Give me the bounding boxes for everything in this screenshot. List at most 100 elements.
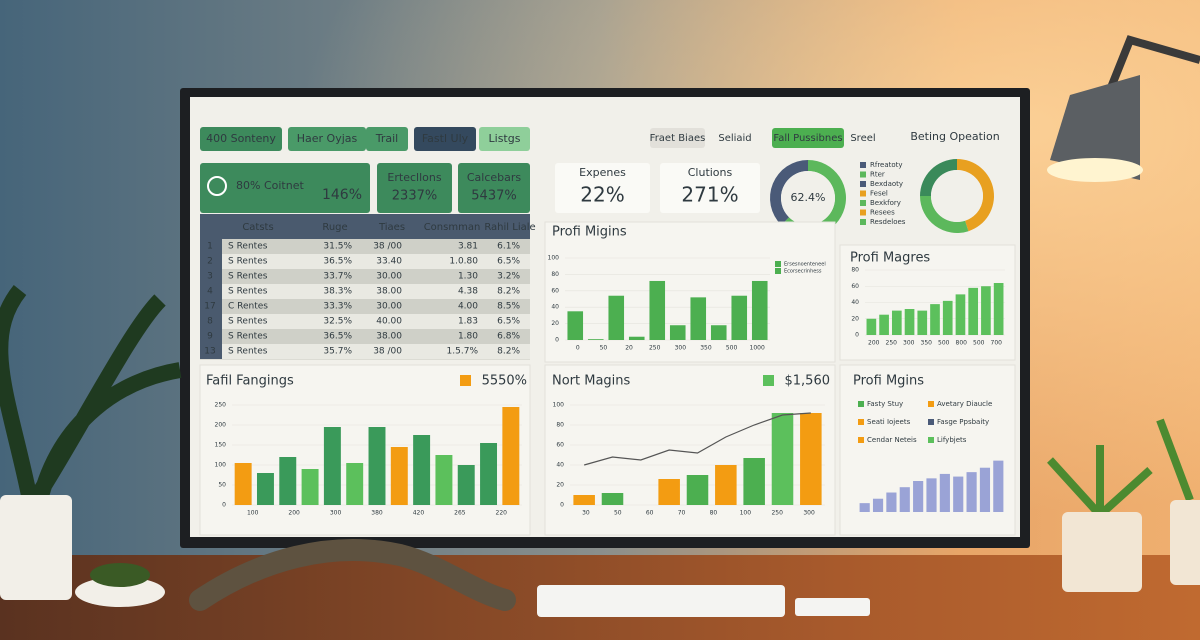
tablet bbox=[795, 598, 870, 616]
tab[interactable] bbox=[200, 127, 282, 151]
table-cell: 1.30 bbox=[458, 272, 478, 282]
kpi-value: 22% bbox=[580, 183, 624, 207]
x-tick-label: 200 bbox=[288, 510, 300, 517]
tab[interactable] bbox=[414, 127, 476, 151]
tab[interactable] bbox=[479, 127, 530, 151]
kpi-card bbox=[458, 163, 530, 213]
table-cell: 30.00 bbox=[376, 302, 402, 312]
legend-swatch bbox=[858, 401, 864, 407]
y-tick-label: 20 bbox=[556, 482, 564, 489]
tab-label: 400 Sonteny bbox=[206, 132, 276, 145]
kpi-value: 5437% bbox=[471, 189, 516, 204]
lamp-bulb bbox=[1047, 158, 1143, 182]
legend-swatch bbox=[858, 437, 864, 443]
table-cell: 3.2% bbox=[497, 272, 520, 282]
donut-segment bbox=[957, 159, 995, 232]
top-tab[interactable] bbox=[710, 128, 760, 148]
legend-label: Resdeloes bbox=[870, 218, 906, 226]
table-cell: 1.80 bbox=[458, 332, 478, 342]
y-tick-label: 0 bbox=[555, 337, 559, 344]
x-tick-label: 70 bbox=[678, 510, 686, 517]
chart-title: Fafil Fangings bbox=[206, 374, 294, 389]
table-cell: 6.1% bbox=[497, 242, 520, 252]
kpi-value: 2337% bbox=[392, 189, 437, 204]
table-header-bg bbox=[200, 214, 530, 240]
y-tick-label: 80 bbox=[551, 271, 559, 278]
bar bbox=[256, 473, 274, 505]
legend-label: Avetary Diaucle bbox=[937, 400, 992, 408]
badge-swatch bbox=[460, 375, 471, 386]
table-cell: S Rentes bbox=[228, 272, 268, 282]
top-tab[interactable] bbox=[772, 128, 844, 148]
x-tick-label: 20 bbox=[625, 345, 633, 352]
legend-swatch bbox=[928, 419, 934, 425]
legend-swatch bbox=[928, 401, 934, 407]
table-cell: 8.2% bbox=[497, 347, 520, 357]
tab-label: Fastl Uly bbox=[422, 132, 469, 145]
legend-swatch bbox=[860, 171, 866, 178]
table-row bbox=[200, 284, 530, 299]
keyboard bbox=[537, 585, 785, 617]
badge-value: $1,560 bbox=[785, 374, 831, 389]
legend-swatch bbox=[860, 181, 866, 187]
table-row bbox=[200, 344, 530, 359]
x-tick-label: 380 bbox=[371, 510, 383, 517]
table-cell: 1.83 bbox=[458, 317, 478, 327]
row-index-bg bbox=[200, 239, 222, 254]
row-index-bg bbox=[200, 329, 222, 344]
legend-label: Rter bbox=[870, 171, 885, 179]
bar bbox=[346, 463, 364, 505]
table-header-cell: Ruge bbox=[322, 222, 347, 233]
tab[interactable] bbox=[288, 127, 366, 151]
tab[interactable] bbox=[366, 127, 408, 151]
table-cell: 8.5% bbox=[497, 302, 520, 312]
x-tick-label: 100 bbox=[247, 510, 259, 517]
bar bbox=[966, 472, 977, 512]
x-tick-label: 300 bbox=[803, 510, 815, 517]
x-tick-label: 500 bbox=[973, 340, 985, 347]
dashboard: 400 Sonteny Haer Oyjas Trail Fastl Uly Listg… bbox=[199, 127, 1016, 536]
leaves bbox=[0, 285, 182, 505]
y-tick-label: 0 bbox=[222, 502, 226, 509]
row-index-bg bbox=[200, 314, 222, 329]
table-header-cell: Consmman bbox=[424, 222, 481, 233]
table-cell: S Rentes bbox=[228, 287, 268, 297]
y-tick-label: 40 bbox=[551, 304, 559, 311]
y-tick-label: 80 bbox=[851, 267, 859, 274]
table-header-cell: Rahil Liale bbox=[484, 222, 535, 233]
top-tab[interactable] bbox=[650, 128, 705, 148]
bar bbox=[942, 300, 953, 335]
chart-title: Profi Mgins bbox=[853, 374, 924, 389]
bar bbox=[457, 465, 475, 505]
legend-label: Rfreatoty bbox=[870, 161, 903, 169]
bar bbox=[886, 492, 897, 512]
pot bbox=[0, 495, 72, 600]
table-row bbox=[200, 269, 530, 284]
x-tick-label: 50 bbox=[600, 345, 608, 352]
legend-label: Fasty Stuy bbox=[867, 400, 903, 408]
legend-label: Bexkfory bbox=[870, 199, 901, 207]
bar bbox=[953, 476, 964, 512]
x-tick-label: 500 bbox=[726, 345, 738, 352]
kpi-card bbox=[660, 163, 760, 213]
legend-swatch bbox=[858, 419, 864, 425]
chart-title: Profi Migins bbox=[552, 225, 627, 240]
y-tick-label: 100 bbox=[548, 255, 560, 262]
bar bbox=[567, 311, 584, 340]
top-tab-label: Fraet Biaes bbox=[650, 133, 706, 144]
tab-label: Haer Oyjas bbox=[297, 132, 358, 145]
pot bbox=[1062, 512, 1142, 592]
kpi-card bbox=[377, 163, 452, 213]
y-tick-label: 0 bbox=[855, 332, 859, 339]
bar bbox=[979, 467, 991, 512]
panel-title: Beting Opeation bbox=[910, 130, 999, 143]
table-cell: 4 bbox=[207, 287, 213, 297]
bar bbox=[939, 473, 950, 512]
donut-segment bbox=[920, 159, 957, 196]
x-tick-label: 80 bbox=[710, 510, 718, 517]
x-tick-label: 0 bbox=[576, 345, 580, 352]
top-tab[interactable] bbox=[848, 128, 878, 148]
bar bbox=[981, 286, 991, 335]
row-index-bg bbox=[200, 344, 222, 359]
table-cell: 4.38 bbox=[458, 287, 478, 297]
